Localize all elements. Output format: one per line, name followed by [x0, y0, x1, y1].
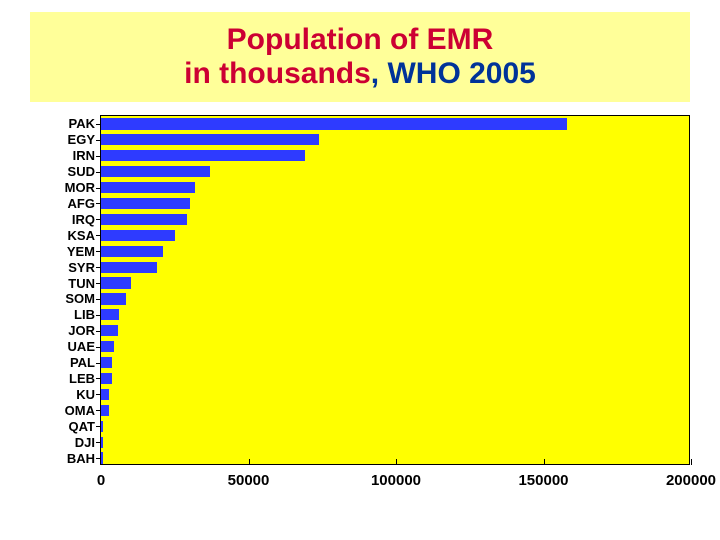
bar [101, 357, 112, 368]
title-line1: Population of EMR [227, 23, 494, 58]
x-label: 100000 [371, 472, 421, 489]
bar [101, 230, 175, 241]
bar [101, 373, 112, 384]
bar [101, 293, 126, 304]
y-label: IRQ [72, 212, 95, 227]
bar-row: LIB [101, 307, 689, 323]
bar [101, 452, 103, 463]
bar-row: IRN [101, 148, 689, 164]
bar-row: KSA [101, 227, 689, 243]
y-label: SOM [65, 291, 95, 306]
y-label: TUN [68, 276, 95, 291]
bar [101, 198, 190, 209]
bar [101, 421, 103, 432]
bar [101, 309, 119, 320]
y-label: PAL [70, 355, 95, 370]
y-label: MOR [65, 180, 95, 195]
bar-row: AFG [101, 196, 689, 212]
y-label: OMA [65, 403, 95, 418]
x-label: 50000 [228, 472, 270, 489]
y-label: EGY [68, 132, 95, 147]
y-label: IRN [73, 148, 95, 163]
bar-row: PAK [101, 116, 689, 132]
bar [101, 134, 319, 145]
x-label: 200000 [666, 472, 716, 489]
bar-row: MOR [101, 180, 689, 196]
bar-row: TUN [101, 275, 689, 291]
y-label: LIB [74, 307, 95, 322]
title-prefix: in thousands [184, 57, 371, 90]
y-label: DJI [75, 435, 95, 450]
y-label: KSA [68, 228, 95, 243]
bar-row: YEM [101, 243, 689, 259]
bar-row: QAT [101, 418, 689, 434]
bar [101, 389, 109, 400]
y-label: UAE [68, 339, 95, 354]
bar [101, 405, 109, 416]
bar-row: LEB [101, 371, 689, 387]
bar [101, 437, 103, 448]
x-label: 0 [97, 472, 105, 489]
bar [101, 325, 118, 336]
title-suffix: , WHO 2005 [371, 57, 536, 90]
y-label: JOR [68, 323, 95, 338]
title-box: Population of EMR in thousands, WHO 2005 [30, 12, 690, 102]
bar-row: BAH [101, 450, 689, 466]
bar [101, 166, 210, 177]
bar-row: JOR [101, 323, 689, 339]
bar-row: OMA [101, 402, 689, 418]
y-label: LEB [69, 371, 95, 386]
y-label: AFG [68, 196, 95, 211]
y-label: BAH [67, 451, 95, 466]
bar-row: UAE [101, 339, 689, 355]
bar [101, 182, 195, 193]
chart: 050000100000150000200000 PAKEGYIRNSUDMOR… [20, 110, 700, 530]
bar [101, 246, 163, 257]
bar [101, 214, 187, 225]
bar [101, 277, 131, 288]
y-label: KU [76, 387, 95, 402]
bar-row: KU [101, 386, 689, 402]
title-line2: in thousands, WHO 2005 [184, 57, 536, 92]
x-tick [691, 459, 692, 465]
y-label: SYR [68, 260, 95, 275]
y-label: YEM [67, 244, 95, 259]
bar-row: IRQ [101, 211, 689, 227]
bar [101, 341, 114, 352]
bar-row: SUD [101, 164, 689, 180]
bar-row: SYR [101, 259, 689, 275]
y-label: QAT [69, 419, 95, 434]
plot-area: 050000100000150000200000 PAKEGYIRNSUDMOR… [100, 115, 690, 465]
x-label: 150000 [518, 472, 568, 489]
bar [101, 262, 157, 273]
bar-row: EGY [101, 132, 689, 148]
y-label: PAK [69, 116, 95, 131]
bar-row: PAL [101, 355, 689, 371]
bar [101, 118, 567, 129]
bar [101, 150, 305, 161]
bar-row: DJI [101, 434, 689, 450]
bar-row: SOM [101, 291, 689, 307]
y-label: SUD [68, 164, 95, 179]
